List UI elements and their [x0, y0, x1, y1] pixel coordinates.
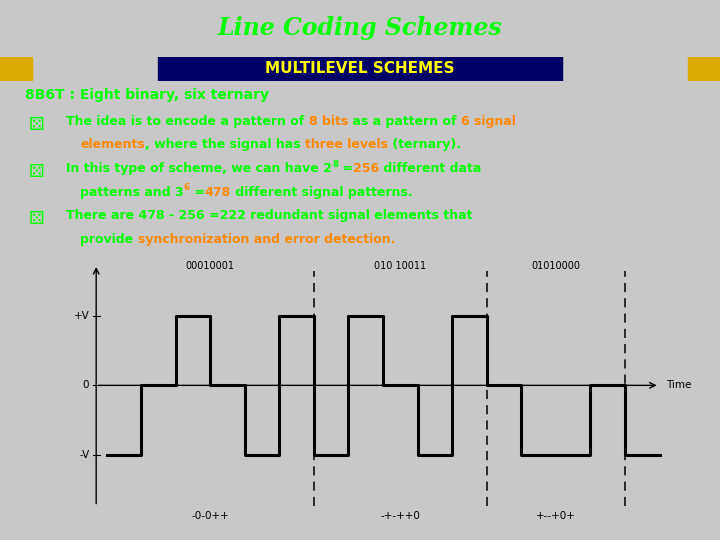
- Text: 00010001: 00010001: [186, 261, 235, 271]
- Text: different data: different data: [379, 162, 482, 175]
- Text: 6: 6: [184, 184, 190, 192]
- Text: -+-++0: -+-++0: [380, 511, 420, 521]
- Text: =: =: [338, 162, 353, 175]
- Text: ⚄: ⚄: [28, 116, 44, 134]
- Text: three levels: three levels: [305, 138, 388, 151]
- Text: There are 478 - 256 =222 redundant signal elements that: There are 478 - 256 =222 redundant signa…: [66, 210, 473, 222]
- Text: (ternary).: (ternary).: [388, 138, 461, 151]
- Text: =: =: [190, 186, 204, 199]
- Text: +V: +V: [73, 311, 89, 321]
- Text: provide: provide: [80, 233, 138, 246]
- Bar: [158, 53, 562, 85]
- Text: 8B6T : Eight binary, six ternary: 8B6T : Eight binary, six ternary: [24, 88, 269, 102]
- Bar: [688, 57, 720, 81]
- Bar: [0, 57, 32, 81]
- Text: -0-0++: -0-0++: [192, 511, 229, 521]
- Text: Time: Time: [667, 380, 692, 390]
- Text: 010 10011: 010 10011: [374, 261, 426, 271]
- Text: 8: 8: [332, 160, 338, 169]
- Text: 256: 256: [353, 162, 379, 175]
- Text: as a pattern of: as a pattern of: [348, 115, 461, 128]
- Text: , where the signal has: , where the signal has: [145, 138, 305, 151]
- Text: synchronization and error detection.: synchronization and error detection.: [138, 233, 395, 246]
- Text: Line Coding Schemes: Line Coding Schemes: [217, 16, 503, 40]
- Text: +--+0+: +--+0+: [536, 511, 576, 521]
- Text: 478: 478: [204, 186, 231, 199]
- Text: patterns and 3: patterns and 3: [80, 186, 184, 199]
- Text: 01010000: 01010000: [531, 261, 580, 271]
- Text: elements: elements: [80, 138, 145, 151]
- Text: ⚄: ⚄: [28, 163, 44, 181]
- Text: 6 signal: 6 signal: [461, 115, 516, 128]
- Text: 0: 0: [83, 380, 89, 390]
- Text: In this type of scheme, we can have 2: In this type of scheme, we can have 2: [66, 162, 332, 175]
- Text: The idea is to encode a pattern of: The idea is to encode a pattern of: [66, 115, 309, 128]
- Text: 8 bits: 8 bits: [309, 115, 348, 128]
- Text: ⚄: ⚄: [28, 210, 44, 228]
- Text: MULTILEVEL SCHEMES: MULTILEVEL SCHEMES: [265, 62, 455, 76]
- Text: different signal patterns.: different signal patterns.: [231, 186, 413, 199]
- Text: -V: -V: [79, 450, 89, 460]
